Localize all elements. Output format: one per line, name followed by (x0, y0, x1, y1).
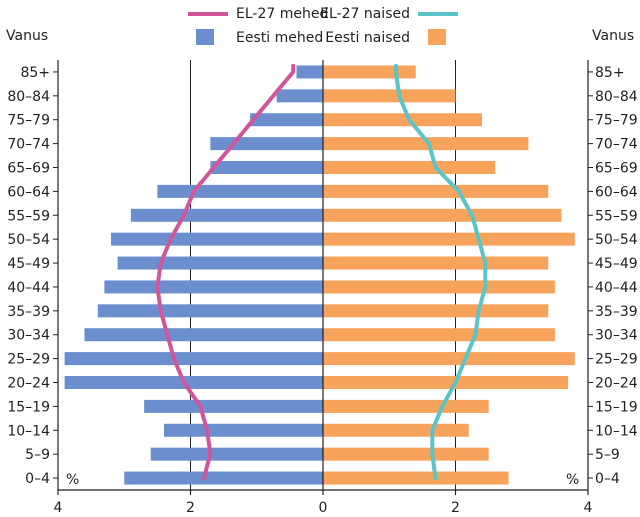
age-label-right: 30–34 (595, 328, 638, 344)
age-label-left: 85+ (20, 65, 50, 81)
bar-eesti-naised (323, 184, 549, 198)
bar-eesti-naised (323, 161, 496, 174)
bar-eesti-mehed (276, 89, 323, 103)
bar-eesti-naised (323, 232, 575, 246)
line-el-27-mehed (155, 63, 296, 481)
age-label-right: 65–69 (595, 161, 638, 177)
x-tick-label: 2 (186, 500, 195, 516)
x-tick-label: 2 (451, 500, 460, 516)
age-label-left: 0–4 (25, 471, 50, 487)
bar-eesti-naised (323, 89, 456, 103)
age-label-left: 70–74 (7, 137, 50, 153)
bar-eesti-mehed (117, 256, 323, 270)
bar-eesti-mehed (130, 208, 323, 222)
bar-eesti-mehed (64, 352, 323, 366)
bar-eesti-mehed (164, 423, 323, 437)
bar-eesti-mehed (84, 328, 323, 342)
bar-eesti-mehed (144, 399, 323, 413)
age-label-left: 50–54 (7, 232, 50, 248)
age-label-right: 35–39 (595, 304, 638, 320)
age-label-left: 30–34 (7, 328, 50, 344)
age-label-left: 25–29 (7, 352, 50, 368)
bar-eesti-mehed (250, 113, 323, 127)
age-label-left: 5–9 (25, 447, 50, 463)
age-label-right: 5–9 (595, 447, 620, 463)
bar-eesti-naised (323, 304, 549, 318)
bar-eesti-naised (323, 208, 562, 222)
legend-label-el-27-naised: EL-27 naised (320, 6, 410, 22)
bar-eesti-mehed (124, 471, 323, 485)
age-label-right: 40–44 (595, 280, 638, 296)
bar-eesti-naised (323, 447, 489, 461)
age-label-left: 35–39 (7, 304, 50, 320)
age-label-right: 15–19 (595, 399, 638, 415)
x-tick-label: 0 (319, 500, 328, 516)
bar-eesti-naised (323, 137, 529, 151)
bar-eesti-mehed (111, 232, 323, 246)
age-label-right: 80–84 (595, 89, 638, 105)
age-label-right: 55–59 (595, 208, 638, 224)
age-label-left: 60–64 (7, 184, 50, 200)
age-label-right: 85+ (595, 65, 625, 81)
legend-swatch-eesti-naised (428, 29, 446, 45)
legend-label-eesti-mehed: Eesti mehed (236, 30, 323, 46)
bar-eesti-mehed (97, 304, 323, 318)
age-label-right: 10–14 (595, 423, 638, 439)
age-label-right: 25–29 (595, 352, 638, 368)
line-el-27-naised (393, 63, 488, 481)
bar-eesti-naised (323, 376, 569, 389)
age-label-right: 50–54 (595, 232, 638, 248)
bar-eesti-mehed (104, 280, 323, 294)
bar-eesti-naised (323, 65, 416, 79)
age-label-left: 10–14 (7, 423, 50, 439)
age-axis-label-right: Vanus (592, 28, 634, 44)
unit-label-right: % (566, 472, 579, 488)
x-tick-label: 4 (584, 500, 593, 516)
age-label-right: 45–49 (595, 256, 638, 272)
age-label-left: 75–79 (7, 113, 50, 129)
legend-label-el-27-mehed: EL-27 mehed (236, 6, 328, 22)
age-label-right: 70–74 (595, 137, 638, 153)
age-label-left: 65–69 (7, 161, 50, 177)
age-label-right: 75–79 (595, 113, 638, 129)
bar-eesti-naised (323, 256, 549, 270)
bar-eesti-naised (323, 352, 575, 366)
bar-eesti-mehed (157, 184, 323, 198)
grid-lines (190, 60, 456, 490)
legend-label-eesti-naised: Eesti naised (325, 30, 410, 46)
age-label-left: 80–84 (7, 89, 50, 105)
age-label-right: 0–4 (595, 471, 620, 487)
age-label-left: 15–19 (7, 399, 50, 415)
bar-eesti-naised (323, 399, 489, 413)
age-label-right: 20–24 (595, 376, 638, 392)
unit-label-left: % (66, 472, 79, 488)
legend-swatch-eesti-mehed (196, 29, 214, 45)
age-label-left: 45–49 (7, 256, 50, 272)
lines-layer (155, 63, 488, 481)
bar-eesti-naised (323, 113, 482, 127)
bar-eesti-mehed (64, 376, 323, 389)
bar-eesti-naised (323, 328, 555, 342)
bar-eesti-naised (323, 280, 555, 294)
bars-layer (64, 65, 575, 485)
x-tick-label: 4 (54, 500, 63, 516)
age-label-left: 20–24 (7, 376, 50, 392)
bar-eesti-mehed (210, 161, 323, 174)
bar-eesti-mehed (296, 65, 323, 79)
age-axis-label-left: Vanus (6, 28, 48, 44)
age-label-left: 40–44 (7, 280, 50, 296)
axes-layer (53, 60, 593, 495)
age-label-right: 60–64 (595, 184, 638, 200)
bar-eesti-naised (323, 423, 469, 437)
age-label-left: 55–59 (7, 208, 50, 224)
bar-eesti-mehed (150, 447, 323, 461)
bar-eesti-naised (323, 471, 509, 485)
